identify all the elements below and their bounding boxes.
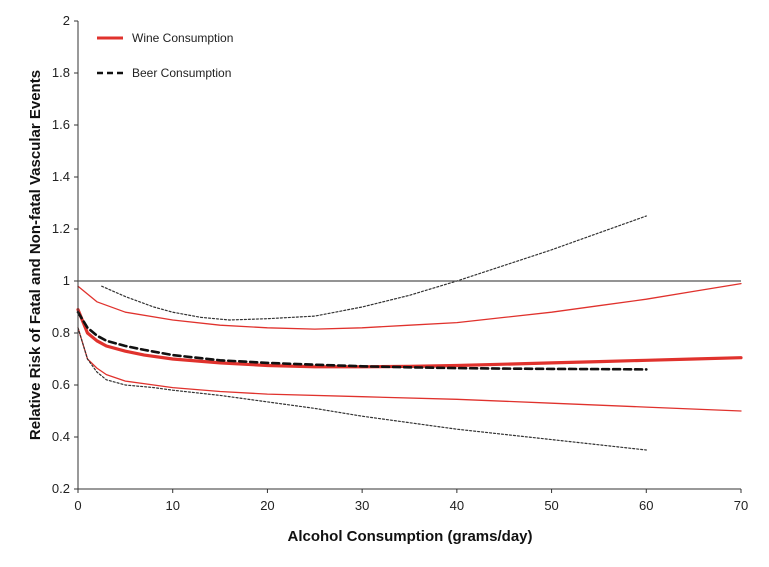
axes <box>74 20 742 493</box>
x-tick-label: 40 <box>450 498 464 513</box>
beer-upper-ci-line <box>101 215 647 321</box>
wine-upper-ci-line <box>77 282 742 330</box>
y-tick-label: 0.8 <box>52 325 70 340</box>
y-tick-label: 1.6 <box>52 117 70 132</box>
wine-lower-ci-line <box>77 327 742 412</box>
y-tick-label: 1.4 <box>52 169 70 184</box>
x-tick-label: 30 <box>355 498 369 513</box>
legend: Wine Consumption Beer Consumption <box>97 31 233 80</box>
series-lines <box>76 215 743 451</box>
tick-labels: 0.20.40.60.811.21.41.61.820 10 20 30 40 50 60 7… <box>52 13 748 513</box>
x-tick-label: 10 <box>165 498 179 513</box>
y-tick-label: 0.4 <box>52 429 70 444</box>
y-tick-label: 0.2 <box>52 481 70 496</box>
y-tick-label: 2 <box>63 13 70 28</box>
y-tick-label: 1.8 <box>52 65 70 80</box>
x-tick-label: 50 <box>544 498 558 513</box>
x-tick-label: 70 <box>734 498 748 513</box>
y-tick-label: 1 <box>63 273 70 288</box>
wine-estimate-line <box>76 308 743 369</box>
legend-label-beer: Beer Consumption <box>132 66 231 80</box>
legend-label-wine: Wine Consumption <box>132 31 233 45</box>
x-axis-title: Alcohol Consumption (grams/day) <box>287 528 532 545</box>
x-tick-label: 20 <box>260 498 274 513</box>
y-axis-title: Relative Risk of Fatal and Non-fatal Vas… <box>27 70 44 440</box>
beer-lower-ci-line <box>77 327 647 451</box>
y-tick-label: 0.6 <box>52 377 70 392</box>
x-tick-label: 0 <box>74 498 81 513</box>
x-tick-label: 60 <box>639 498 653 513</box>
y-tick-label: 1.2 <box>52 221 70 236</box>
beer-estimate-line <box>76 310 648 371</box>
